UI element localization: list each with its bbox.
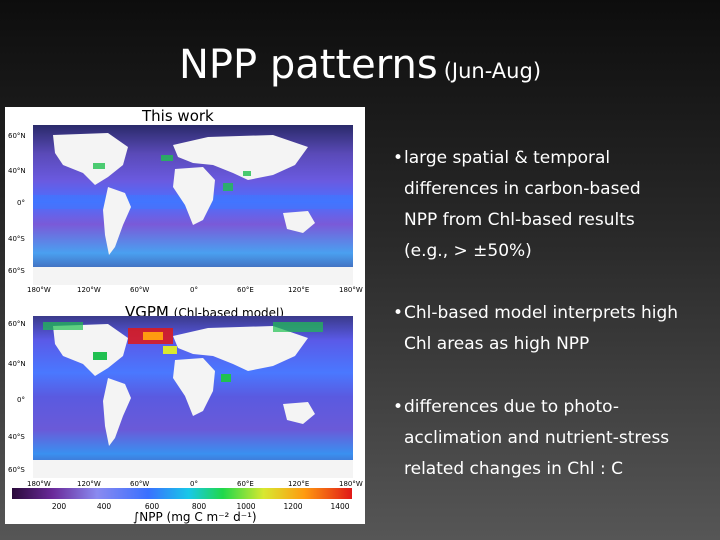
- lat-label: 40°N: [8, 360, 26, 368]
- bullet-point: • large spatial & temporal differences i…: [393, 143, 713, 267]
- lat-label: 60°N: [8, 132, 26, 140]
- bullet-dot-icon: •: [393, 303, 404, 323]
- lon-label: 180°W: [339, 286, 363, 294]
- bullet-line: related changes in Chl : C: [404, 459, 624, 479]
- bullet-point: • differences due to photo- acclimation …: [393, 392, 713, 485]
- lat-label: 60°S: [8, 267, 25, 275]
- world-map-graphic: [33, 125, 353, 285]
- colorbar-tick: 200: [51, 502, 67, 511]
- colorbar-units: ∫NPP (mg C m⁻² d⁻¹): [133, 510, 257, 524]
- lon-label: 120°W: [77, 480, 101, 488]
- lon-label: 120°E: [288, 286, 310, 294]
- lon-label: 0°: [190, 480, 198, 488]
- lon-label: 60°E: [237, 286, 254, 294]
- lon-label: 60°E: [237, 480, 254, 488]
- slide-title: NPP patterns (Jun-Aug): [0, 40, 720, 96]
- lon-label: 60°W: [130, 480, 150, 488]
- lat-label: 60°N: [8, 320, 26, 328]
- panel-top-label: This work: [142, 107, 214, 125]
- lon-label: 60°W: [130, 286, 150, 294]
- lon-label: 120°W: [77, 286, 101, 294]
- bullet-point: • Chl-based model interprets high Chl ar…: [393, 298, 713, 360]
- lon-label: 180°W: [27, 480, 51, 488]
- bullet-line: (e.g., > ±50%): [404, 241, 532, 261]
- lon-label: 180°W: [27, 286, 51, 294]
- colorbar-tick: 400: [96, 502, 112, 511]
- npp-map-vgpm: VGPM (Chl-based model) 60°N 40°N 0° 40°S…: [5, 298, 365, 524]
- lat-label: 40°N: [8, 167, 26, 175]
- colorbar-tick: 1200: [283, 502, 303, 511]
- bullet-line: NPP from Chl-based results: [404, 210, 635, 230]
- lon-label: 0°: [190, 286, 198, 294]
- npp-map-image: [33, 125, 353, 285]
- bullet-dot-icon: •: [393, 148, 404, 168]
- npp-colorbar: [12, 488, 352, 499]
- slide-title-main: NPP patterns: [178, 42, 438, 88]
- colorbar-tick: 1400: [330, 502, 350, 511]
- slide-title-subtitle: (Jun-Aug): [443, 59, 542, 83]
- lat-label: 60°S: [8, 466, 25, 474]
- bullet-line: differences due to photo-: [404, 397, 619, 417]
- npp-map-image: [33, 316, 353, 478]
- colorbar-tick: 1000: [236, 502, 256, 511]
- bullet-line: differences in carbon-based: [404, 179, 641, 199]
- lon-label: 120°E: [288, 480, 310, 488]
- lat-label: 40°S: [8, 433, 25, 441]
- lat-label: 0°: [17, 199, 25, 207]
- npp-map-this-work: This work 60°N 40°N 0° 40°S 60°S: [5, 107, 365, 298]
- bullet-line: large spatial & temporal: [404, 148, 611, 168]
- lat-label: 0°: [17, 396, 25, 404]
- bullet-dot-icon: •: [393, 397, 404, 417]
- bullet-line: Chl-based model interprets high: [404, 303, 679, 323]
- colorbar-tick: 800: [191, 502, 207, 511]
- lon-label: 180°W: [339, 480, 363, 488]
- world-map-graphic: [33, 316, 353, 478]
- lat-label: 40°S: [8, 235, 25, 243]
- colorbar-tick: 600: [144, 502, 160, 511]
- bullet-line: Chl areas as high NPP: [404, 334, 590, 354]
- bullet-line: acclimation and nutrient-stress: [404, 428, 670, 448]
